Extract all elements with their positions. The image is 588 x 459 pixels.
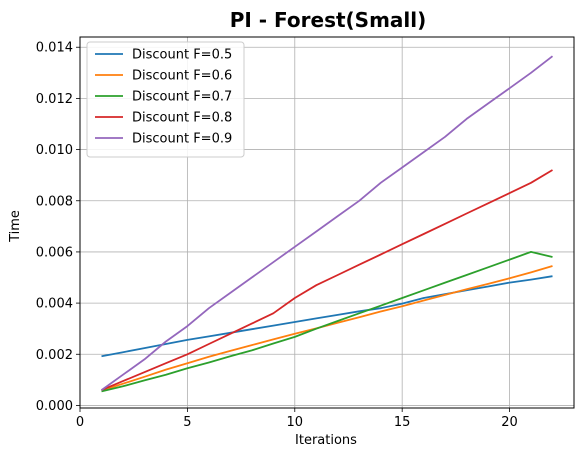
series-line-3 — [101, 250, 553, 393]
y-tick-label: 0.006 — [36, 245, 73, 260]
x-tick-label: 10 — [287, 415, 304, 430]
y-tick-label: 0.000 — [36, 399, 73, 414]
x-tick-label: 20 — [501, 415, 518, 430]
legend-label-5: Discount F=0.9 — [132, 132, 232, 147]
y-tick-label: 0.008 — [36, 194, 73, 209]
series-layer — [100, 55, 554, 393]
x-tick-label: 0 — [76, 415, 84, 430]
y-tick-label: 0.004 — [36, 297, 73, 312]
legend: Discount F=0.5 Discount F=0.6 Discount F=0… — [86, 41, 245, 158]
chart-title: PI - Forest(Small) — [230, 8, 427, 32]
legend-label-2: Discount F=0.6 — [132, 69, 232, 84]
legend-label-3: Discount F=0.7 — [132, 90, 232, 105]
y-axis-label: Time — [8, 210, 23, 243]
y-tick-label: 0.002 — [36, 348, 73, 363]
legend-label-4: Discount F=0.8 — [132, 111, 232, 126]
y-tick-label: 0.012 — [36, 92, 73, 107]
x-axis-label: Iterations — [295, 433, 357, 448]
x-tick-label: 5 — [183, 415, 191, 430]
legend-label-1: Discount F=0.5 — [132, 48, 232, 63]
plot-frame — [79, 36, 575, 409]
series-line-1 — [101, 275, 553, 358]
x-tick-label: 15 — [394, 415, 411, 430]
ticks: 0 5 10 15 20 0.000 0.002 0.004 0.006 0.008 0.010 0.… — [36, 41, 518, 430]
y-tick-label: 0.014 — [36, 41, 73, 56]
series-line-5 — [100, 55, 554, 391]
legend-box — [86, 41, 245, 158]
y-tick-label: 0.010 — [36, 143, 73, 158]
series-line-4 — [101, 169, 553, 391]
